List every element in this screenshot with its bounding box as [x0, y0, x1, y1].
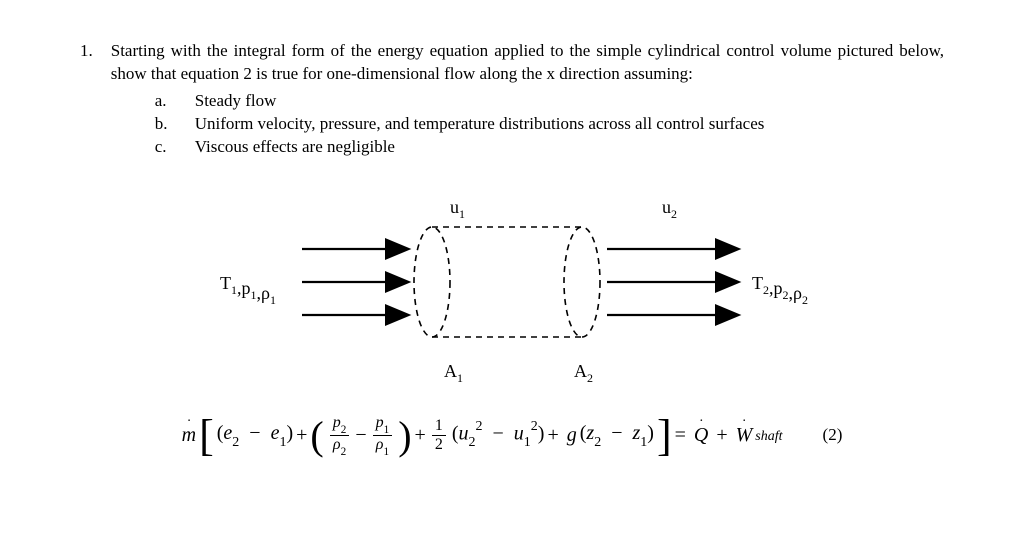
subitem-list: a. Steady flow b. Uniform velocity, pres… [155, 90, 944, 159]
frac-p2rho2: p2 ρ2 [330, 415, 350, 457]
term-u: (u22 − u12) [452, 420, 545, 452]
subitem-a-text: Steady flow [195, 90, 277, 113]
close-big-paren: ) [398, 418, 411, 454]
term-z: (z2 − z1) [580, 420, 654, 451]
g-symbol: g [567, 422, 577, 449]
close-bracket: ] [657, 416, 672, 456]
svg-text:T2,p2,ρ2: T2,p2,ρ2 [752, 273, 808, 307]
cylinder-diagram: u1 u2 T1,p1,ρ1 T2,p2,ρ2 A1 A2 [162, 177, 862, 397]
frac-p1rho1: p1 ρ1 [373, 415, 393, 457]
problem-body: Starting with the integral form of the e… [111, 40, 944, 159]
mdot-symbol: ·m [182, 422, 196, 449]
subitem-a: a. Steady flow [155, 90, 944, 113]
subitem-c-label: c. [155, 136, 179, 159]
line-c: direction assuming: [559, 64, 693, 83]
frac-half: 1 2 [432, 418, 446, 453]
line-a: Starting with the integral form of the e… [111, 41, 775, 60]
problem-block: 1. Starting with the integral form of th… [80, 40, 944, 159]
u2-eq: u [459, 422, 469, 444]
svg-text:u2: u2 [662, 197, 677, 221]
equation-row: ·m [ (e2 − e1) + ( p2 ρ2 − p1 ρ1 ) + 1 2… [80, 415, 944, 457]
u1-eq: u [514, 422, 524, 444]
subitem-a-label: a. [155, 90, 179, 113]
svg-text:A1: A1 [444, 361, 463, 385]
subitem-b-label: b. [155, 113, 179, 136]
subitem-b-text: Uniform velocity, pressure, and temperat… [195, 113, 765, 136]
term-e: (e2 − e1) [217, 420, 293, 451]
subitem-b: b. Uniform velocity, pressure, and tempe… [155, 113, 944, 136]
wdot-symbol: ·W [736, 422, 753, 449]
subitem-c: c. Viscous effects are negligible [155, 136, 944, 159]
problem-number: 1. [80, 40, 93, 159]
svg-text:A2: A2 [574, 361, 593, 385]
equation-2: ·m [ (e2 − e1) + ( p2 ρ2 − p1 ρ1 ) + 1 2… [182, 415, 783, 457]
qdot-symbol: ·Q [694, 422, 708, 449]
figure: u1 u2 T1,p1,ρ1 T2,p2,ρ2 A1 A2 [80, 177, 944, 397]
subitem-c-text: Viscous effects are negligible [195, 136, 395, 159]
equation-number: (2) [823, 424, 843, 447]
shaft-sub: shaft [755, 428, 782, 447]
open-big-paren: ( [310, 418, 323, 454]
svg-text:T1,p1,ρ1: T1,p1,ρ1 [220, 273, 276, 307]
svg-text:u1: u1 [450, 197, 465, 221]
e2: e [223, 422, 232, 444]
open-bracket: [ [199, 416, 214, 456]
